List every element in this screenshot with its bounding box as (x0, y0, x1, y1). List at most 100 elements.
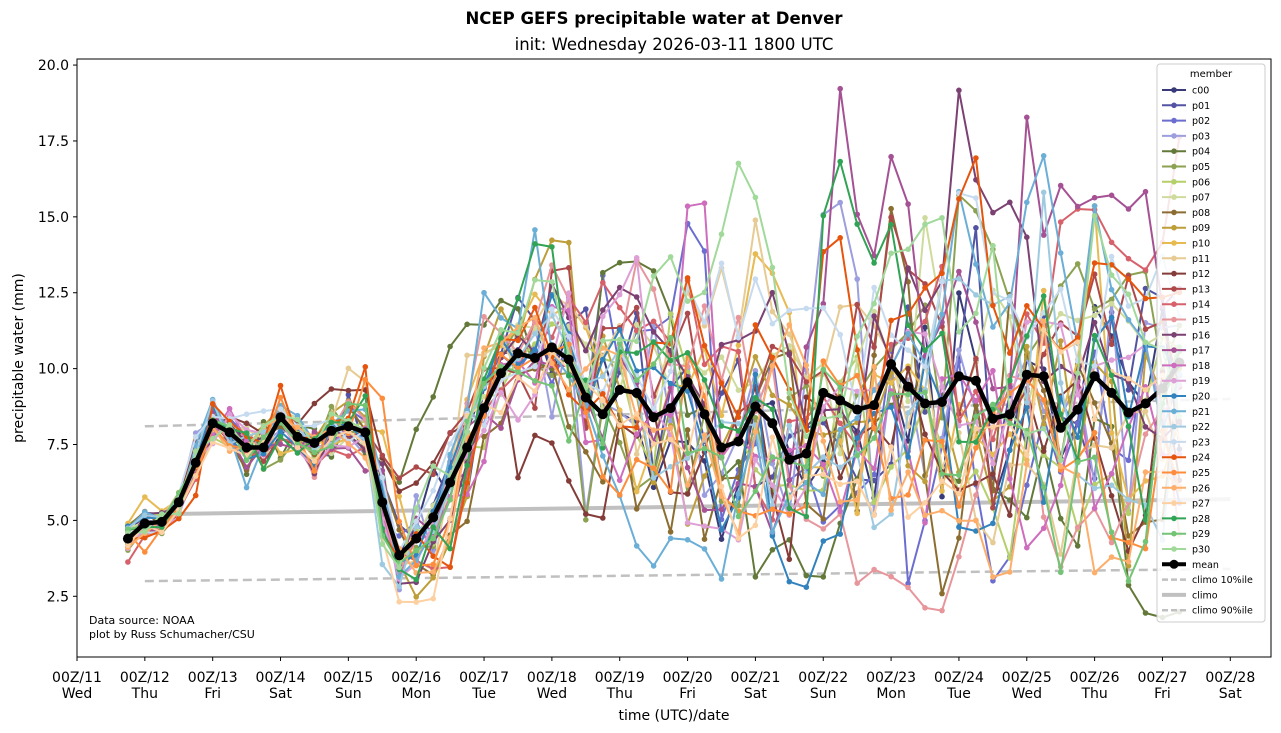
mean-point (241, 442, 252, 453)
series-point-p12 (515, 474, 521, 481)
series-point-p20 (990, 520, 996, 527)
series-point-p26 (1040, 318, 1047, 325)
series-point-p14 (973, 388, 979, 395)
series-point-p30 (769, 264, 776, 271)
mean-point (377, 497, 388, 508)
x-tick-label-day: Mon (401, 686, 431, 702)
series-point-p06 (549, 321, 555, 327)
series-point-p27 (854, 478, 860, 485)
x-tick-label-time: 00Z/25 (1002, 670, 1052, 686)
series-point-p25 (498, 351, 504, 358)
series-point-p30 (430, 463, 437, 469)
series-point-p30 (413, 505, 420, 512)
series-point-p22 (837, 464, 843, 471)
series-point-p28 (633, 350, 640, 356)
series-point-p25 (939, 438, 945, 445)
mean-point (479, 403, 489, 414)
series-point-p26 (769, 363, 776, 370)
series-point-p10 (396, 493, 403, 500)
series-point-p29 (1040, 484, 1047, 490)
series-point-p23 (311, 422, 318, 429)
series-point-p16 (871, 313, 877, 319)
mean-point (513, 348, 523, 359)
series-point-p15 (650, 286, 657, 292)
legend-label: p22 (1192, 422, 1210, 433)
series-point-p10 (616, 407, 623, 414)
mean-point (920, 398, 930, 409)
series-point-p14 (701, 361, 708, 368)
series-point-p25 (905, 492, 911, 498)
legend-label: p15 (1192, 315, 1210, 326)
mean-point (462, 442, 473, 453)
series-point-p17 (888, 153, 894, 160)
legend-label: p25 (1192, 468, 1210, 479)
series-point-p19 (922, 331, 928, 337)
series-point-p12 (549, 440, 555, 446)
series-point-p30 (159, 511, 165, 517)
series-point-p23 (260, 408, 267, 414)
mean-point (309, 438, 320, 448)
x-tick-label-time: 00Z/12 (120, 670, 170, 686)
mean-point (563, 354, 574, 365)
series-point-p29 (684, 450, 691, 457)
series-point-p28 (701, 377, 708, 383)
mean-point (1089, 371, 1100, 382)
series-point-p22 (769, 502, 776, 509)
series-point-p29 (532, 378, 538, 384)
legend-label: p24 (1192, 453, 1210, 464)
series-point-p17 (990, 385, 996, 392)
series-point-p30 (939, 215, 945, 221)
series-point-p18 (1007, 476, 1013, 482)
series-point-p23 (1007, 297, 1013, 304)
legend-swatch-marker (1171, 500, 1177, 506)
x-tick-label-time: 00Z/24 (934, 670, 984, 686)
series-point-p05 (277, 457, 284, 463)
series-point-p11 (633, 451, 640, 458)
series-point-p09 (1024, 343, 1030, 350)
series-point-p19 (600, 313, 606, 320)
mean-point (903, 381, 914, 392)
series-point-p11 (990, 539, 996, 546)
mean-point (767, 418, 778, 429)
x-tick-label-time: 00Z/21 (730, 670, 780, 686)
series-point-p30 (956, 329, 962, 335)
series-point-p10 (142, 494, 148, 500)
mean-point (190, 457, 201, 468)
mean-point (682, 377, 693, 388)
series-point-p22 (735, 420, 742, 427)
series-point-p24 (362, 364, 369, 370)
series-point-p10 (1007, 431, 1013, 437)
series-point-p13 (1040, 351, 1047, 358)
series-point-p04 (650, 268, 657, 274)
series-point-p23 (1125, 303, 1132, 309)
x-tick-label-time: 00Z/19 (595, 670, 645, 686)
series-point-p29 (125, 526, 131, 532)
mean-point (580, 392, 591, 403)
series-point-p17 (1142, 188, 1149, 195)
series-point-p09 (752, 354, 759, 360)
series-point-p15 (481, 313, 487, 320)
series-point-p05 (549, 372, 555, 379)
series-point-p24 (888, 317, 894, 324)
series-point-p17 (871, 252, 877, 259)
series-point-p28 (515, 295, 521, 302)
series-point-p23 (871, 284, 877, 291)
mean-point (801, 448, 812, 459)
mean-point (987, 413, 998, 424)
series-point-p24 (209, 401, 216, 407)
series-point-p24 (1024, 303, 1030, 309)
series-point-p01 (769, 474, 776, 480)
series-point-p12 (243, 420, 250, 427)
series-point-p29 (1007, 420, 1013, 427)
legend-item-p17: p17 (1162, 346, 1210, 357)
legend-item-p19: p19 (1162, 376, 1210, 387)
series-point-p14 (1057, 219, 1064, 225)
series-point-p29 (566, 438, 572, 444)
series-point-p28 (905, 322, 911, 329)
series-point-p12 (1007, 512, 1013, 518)
series-point-p07 (1074, 317, 1081, 324)
series-point-p04 (413, 426, 420, 433)
series-point-p29 (803, 463, 810, 470)
series-point-p08 (1040, 387, 1047, 394)
x-tick-label-day: Wed (62, 686, 93, 702)
